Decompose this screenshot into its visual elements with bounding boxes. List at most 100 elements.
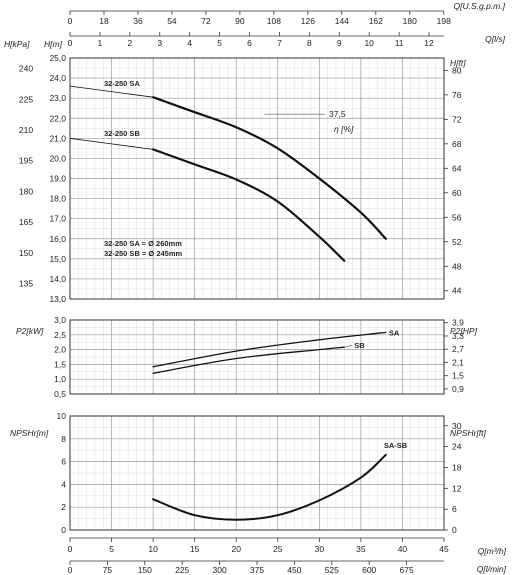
power-kw-tick-label: 0,5 (54, 389, 66, 399)
ls-tick-label: 12 (424, 38, 434, 48)
ls-tick-label: 11 (395, 38, 404, 48)
usgpm-tick-label: 90 (235, 16, 245, 26)
head-m-tick-label: 20,0 (49, 153, 66, 163)
head-kpa-tick-label: 165 (19, 217, 33, 227)
usgpm-tick-label: 18 (99, 16, 109, 26)
power-sb-leader (344, 344, 353, 348)
m3h-tick-label: 0 (68, 544, 73, 554)
head-m-tick-label: 17,0 (49, 214, 66, 224)
power-curve-sa (152, 331, 387, 368)
usgpm-tick-label: 108 (267, 16, 281, 26)
npsh-curve-label: SA-SB (384, 441, 408, 450)
head-kpa-tick-label: 195 (19, 156, 33, 166)
head-m-tick-label: 21,0 (49, 133, 66, 143)
m3h-tick-label: 15 (190, 544, 200, 554)
head-curve-sb (152, 148, 346, 262)
head-m-tick-label: 14,0 (49, 274, 66, 284)
ls-tick-label: 10 (364, 38, 374, 48)
head-panel-frame (69, 57, 445, 300)
head-m-tick-label: 15,0 (49, 254, 66, 264)
ls-axis-title: Q[l/s] (485, 34, 505, 44)
power-kw-tick-label: 1,5 (54, 359, 66, 369)
lmin-tick-label: 225 (175, 565, 189, 575)
lmin-tick-label: 450 (287, 565, 301, 575)
head-shutoff-line-sb (69, 137, 154, 150)
lmin-tick-label: 75 (103, 565, 113, 575)
head-kpa-tick-label: 180 (19, 186, 33, 196)
head-ft-tick-label: 44 (452, 286, 462, 296)
head-ft-tick-label: 80 (452, 65, 462, 75)
head-kpa-tick-label: 225 (19, 94, 33, 104)
npsh-ft-tick-label: 18 (452, 462, 462, 472)
head-ft-tick-label: 64 (452, 163, 462, 173)
m3h-tick-label: 45 (439, 544, 449, 554)
lmin-tick-label: 0 (68, 565, 73, 575)
impeller-legend-sb: 32-250 SB = Ø 245mm (104, 249, 183, 258)
usgpm-tick-label: 198 (437, 16, 451, 26)
npsh-m-axis-title: NPSHr[m] (10, 428, 49, 438)
head-m-tick-label: 13,0 (49, 294, 66, 304)
m3h-axis-title: Q[m³/h] (478, 546, 507, 556)
ls-tick-label: 9 (337, 38, 342, 48)
power-kw-tick-label: 1,0 (54, 374, 66, 384)
npsh-ft-tick-label: 24 (452, 442, 462, 452)
npsh-m-tick-label: 0 (61, 525, 66, 535)
npsh-ft-tick-label: 12 (452, 483, 462, 493)
head-m-tick-label: 23,0 (49, 93, 66, 103)
head-m-tick-label: 25,0 (49, 53, 66, 63)
panel-frames (69, 10, 448, 565)
power-curve-sa-label: SA (389, 328, 400, 337)
head-ft-tick-label: 72 (452, 114, 462, 124)
power-kw-tick-label: 2,0 (54, 345, 66, 355)
ls-tick-label: 3 (157, 38, 162, 48)
head-ft-tick-label: 52 (452, 237, 462, 247)
npsh-m-tick-label: 2 (61, 502, 66, 512)
ls-tick-label: 8 (307, 38, 312, 48)
usgpm-tick-label: 180 (403, 16, 417, 26)
head-ft-tick-label: 60 (452, 188, 462, 198)
m3h-tick-label: 30 (315, 544, 325, 554)
npsh-m-tick-label: 10 (57, 411, 67, 421)
power-kw-tick-label: 3,0 (54, 315, 66, 325)
m3h-tick-label: 25 (273, 544, 283, 554)
head-curve-sa (152, 96, 387, 240)
head-m-tick-label: 18,0 (49, 194, 66, 204)
ls-tick-label: 5 (217, 38, 222, 48)
lmin-tick-label: 300 (213, 565, 227, 575)
power-hp-tick-label: 3,3 (452, 331, 464, 341)
m3h-tick-label: 5 (109, 544, 114, 554)
power-kw-tick-label: 2,5 (54, 330, 66, 340)
head-m-axis-title: H[m] (44, 39, 63, 49)
usgpm-axis-title: Q[U.S.g.p.m.] (454, 1, 506, 11)
power-curve-sb-label: SB (354, 341, 365, 350)
power-hp-tick-label: 2,1 (452, 357, 464, 367)
power-curve-sb (152, 346, 345, 374)
head-ft-axis-title: H[ft] (450, 58, 466, 68)
m3h-tick-label: 20 (231, 544, 241, 554)
m3h-tick-label: 35 (356, 544, 366, 554)
power-hp-tick-label: 1,5 (452, 371, 464, 381)
head-m-tick-label: 24,0 (49, 73, 66, 83)
lmin-tick-label: 375 (250, 565, 264, 575)
ls-tick-label: 4 (187, 38, 192, 48)
lmin-tick-label: 675 (400, 565, 414, 575)
impeller-legend-sa: 32-250 SA = Ø 260mm (104, 239, 182, 248)
usgpm-tick-label: 0 (68, 16, 73, 26)
head-ft-tick-label: 56 (452, 212, 462, 222)
usgpm-tick-label: 144 (335, 16, 349, 26)
head-curve-sb-label: 32-250 SB (104, 129, 140, 138)
curve-layer (69, 85, 387, 521)
ls-tick-label: 7 (277, 38, 282, 48)
head-ft-tick-label: 68 (452, 139, 462, 149)
ls-tick-label: 0 (68, 38, 73, 48)
npsh-ft-tick-label: 0 (452, 525, 457, 535)
npsh-ft-axis-title: NPSHr[ft] (450, 428, 487, 438)
head-ft-tick-label: 48 (452, 261, 462, 271)
npsh-panel-frame (69, 415, 445, 531)
head-curve-sa-label: 32-250 SA (104, 79, 140, 88)
head-kpa-tick-label: 150 (19, 248, 33, 258)
head-kpa-tick-label: 135 (19, 279, 33, 289)
head-m-tick-label: 19,0 (49, 174, 66, 184)
